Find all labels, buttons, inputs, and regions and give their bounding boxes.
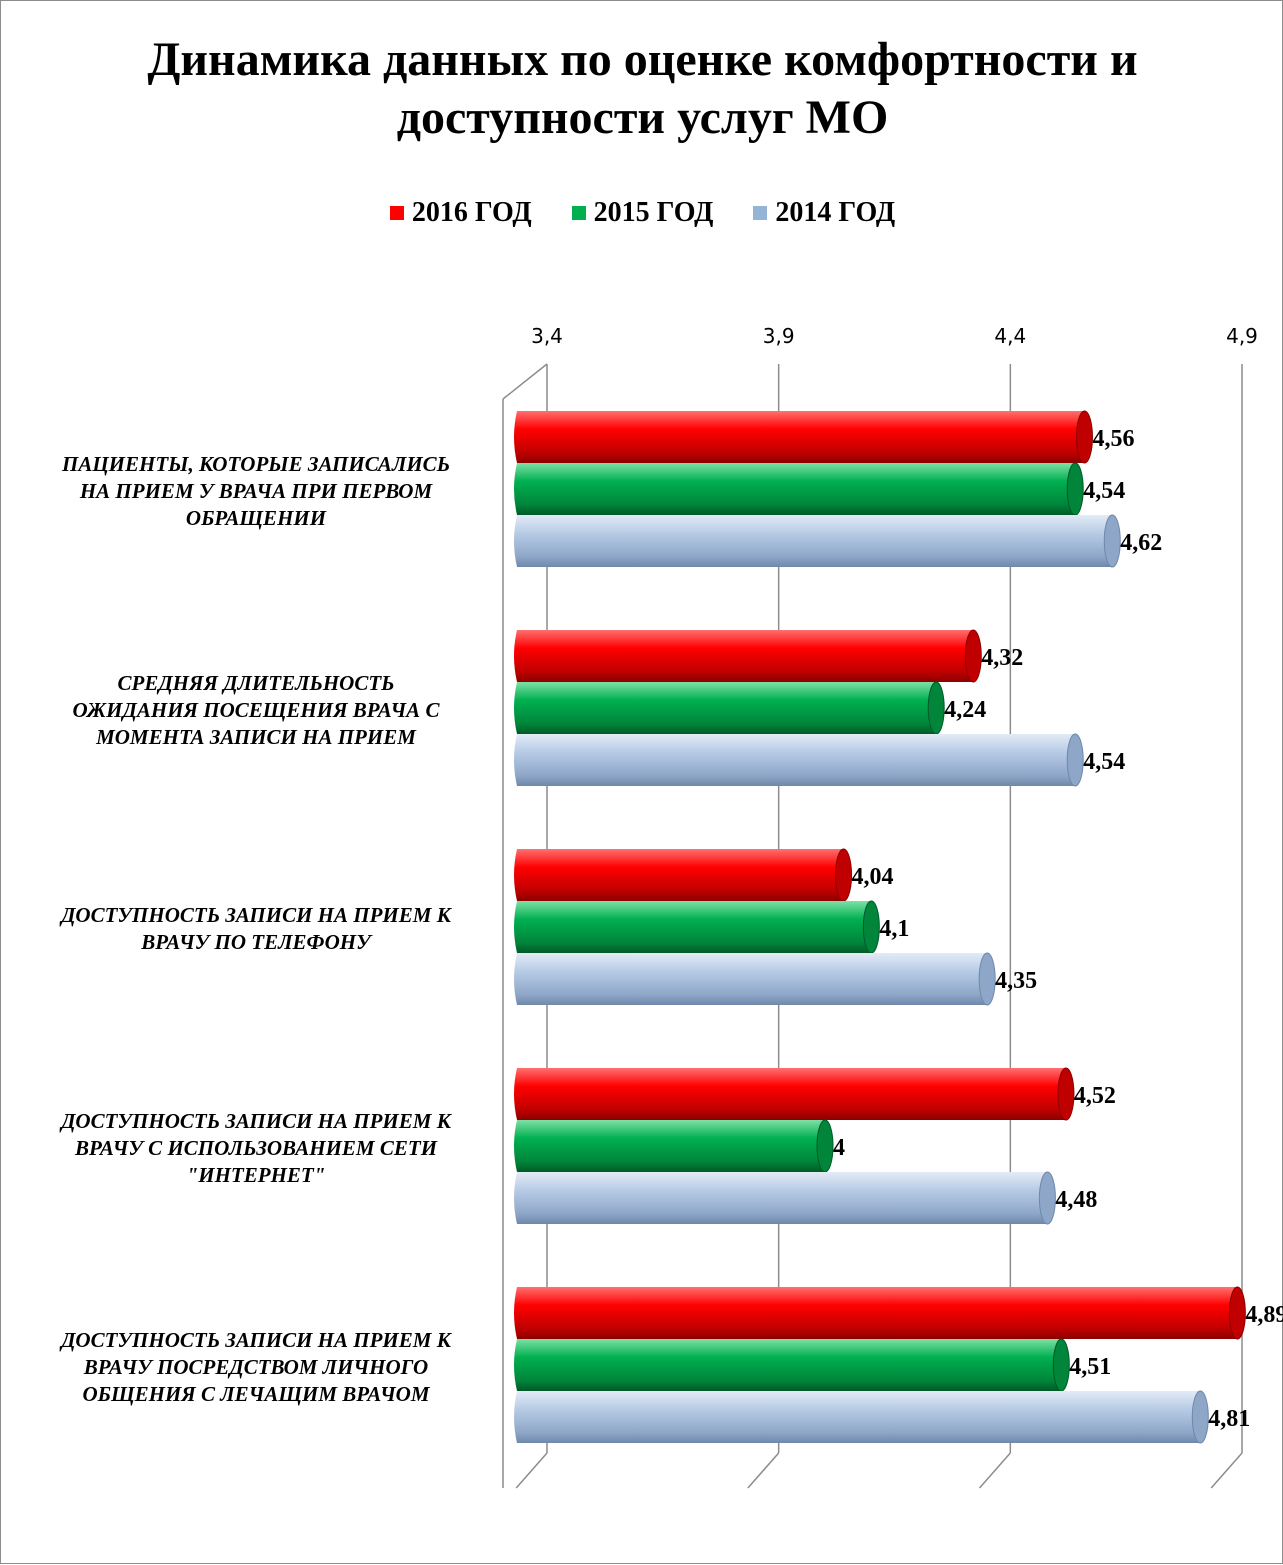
data-label: 4,51: [1069, 1354, 1111, 1380]
bar-cap: [816, 1119, 834, 1173]
legend-swatch-2015: [571, 206, 586, 220]
category-label-line: ДОСТУПНОСТЬ ЗАПИСИ НА ПРИЕМ К: [61, 1327, 451, 1352]
bar-cap: [1066, 462, 1084, 516]
data-label: 4,04: [852, 864, 894, 890]
bar: [514, 734, 1076, 786]
bar-cap: [1066, 733, 1084, 787]
bar-cap: [1075, 410, 1093, 464]
category-label: ДОСТУПНОСТЬ ЗАПИСИ НА ПРИЕМ К ВРАЧУ С ИСП…: [21, 1108, 491, 1189]
legend-label-2015: 2015 ГОД: [593, 197, 714, 228]
bar-cap: [1052, 1338, 1070, 1392]
category-label-line: ДОСТУПНОСТЬ ЗАПИСИ НА ПРИЕМ К: [61, 903, 451, 927]
bar: [514, 630, 974, 682]
data-label: 4,32: [981, 645, 1023, 671]
category-label-line: ВРАЧУ ПОСРЕДСТВОМ ЛИЧНОГО: [83, 1354, 429, 1379]
x-tick-label: 3,4: [531, 324, 563, 348]
data-label: 4,54: [1083, 478, 1125, 504]
category-label-line: ОБЩЕНИЯ С ЛЕЧАЩИМ ВРАЧОМ: [82, 1381, 430, 1406]
gridline-depth-bottom-2: [978, 1452, 1011, 1489]
category-label-line: ВРАЧУ ПО ТЕЛЕФОНУ: [141, 930, 371, 954]
category-label: ДОСТУПНОСТЬ ЗАПИСИ НА ПРИЕМ К ВРАЧУ ПОСРЕ…: [21, 1327, 491, 1408]
category-label-line: СРЕДНЯЯ ДЛИТЕЛЬНОСТЬ: [117, 670, 395, 695]
bar-cap: [835, 848, 853, 902]
legend-item-2014: 2014 ГОД: [753, 197, 895, 229]
bar: [514, 515, 1113, 567]
category-label: СРЕДНЯЯ ДЛИТЕЛЬНОСТЬ ОЖИДАНИЯ ПОСЕЩЕНИЯ В…: [21, 670, 491, 751]
data-label: 4,24: [944, 697, 986, 723]
bar: [514, 1068, 1066, 1120]
bar-cap: [927, 681, 945, 735]
category-label-line: МОМЕНТА ЗАПИСИ НА ПРИЕМ: [96, 724, 416, 749]
bar: [514, 1120, 825, 1172]
legend: 2016 ГОД 2015 ГОД 2014 ГОД: [1, 197, 1283, 229]
bar-cap: [1191, 1390, 1209, 1444]
legend-label-2014: 2014 ГОД: [775, 197, 896, 228]
legend-label-2016: 2016 ГОД: [411, 197, 532, 228]
gridline-depth-bottom-1: [747, 1452, 780, 1489]
bar-cap: [964, 629, 982, 683]
category-label-line: "ИНТЕРНЕТ": [186, 1162, 326, 1187]
x-tick-label: 4,4: [994, 324, 1026, 348]
category-label-line: ПАЦИЕНТЫ, КОТОРЫЕ ЗАПИСАЛИСЬ: [62, 451, 450, 476]
bar-cap: [1228, 1286, 1246, 1340]
category-label: ДОСТУПНОСТЬ ЗАПИСИ НА ПРИЕМ К ВРАЧУ ПО ТЕ…: [21, 902, 491, 956]
category-label: ПАЦИЕНТЫ, КОТОРЫЕ ЗАПИСАЛИСЬ НА ПРИЕМ У В…: [21, 451, 491, 532]
bar-cap: [862, 900, 880, 954]
gridline-depth-bottom-3: [1210, 1452, 1243, 1489]
bar: [514, 1287, 1238, 1339]
bar-cap: [1038, 1171, 1056, 1225]
category-label-line: ОБРАЩЕНИИ: [185, 505, 327, 530]
legend-swatch-2016: [389, 206, 404, 220]
data-label: 4,52: [1074, 1083, 1116, 1109]
data-label: 4,54: [1083, 749, 1125, 775]
bar: [514, 682, 937, 734]
bar: [514, 901, 872, 953]
bar: [514, 1391, 1201, 1443]
x-tick-label: 4,9: [1226, 324, 1258, 348]
legend-swatch-2014: [753, 206, 768, 220]
bar-cap: [978, 952, 996, 1006]
data-label: 4,62: [1120, 530, 1162, 556]
category-label-line: ДОСТУПНОСТЬ ЗАПИСИ НА ПРИЕМ К: [61, 1108, 451, 1133]
data-label: 4,89: [1245, 1302, 1283, 1328]
data-label: 4,56: [1092, 426, 1134, 452]
category-label-line: ОЖИДАНИЯ ПОСЕЩЕНИЯ ВРАЧА С: [72, 697, 440, 722]
gridline-depth-bottom-0: [515, 1452, 548, 1489]
category-label-line: НА ПРИЕМ У ВРАЧА ПРИ ПЕРВОМ: [79, 478, 433, 503]
bar: [514, 1172, 1048, 1224]
chart-title: Динамика данных по оценке комфортности и…: [147, 33, 1138, 144]
bar-cap: [1057, 1067, 1075, 1121]
bar: [514, 849, 844, 901]
data-label: 4,35: [995, 968, 1037, 994]
category-label-line: ВРАЧУ С ИСПОЛЬЗОВАНИЕМ СЕТИ: [74, 1135, 438, 1160]
bar: [514, 953, 988, 1005]
bar: [514, 463, 1076, 515]
bar: [514, 411, 1085, 463]
data-label: 4,1: [879, 916, 909, 942]
data-label: 4: [833, 1135, 845, 1161]
legend-item-2016: 2016 ГОД: [389, 197, 532, 229]
legend-item-2015: 2015 ГОД: [571, 197, 714, 229]
bar-cap: [1103, 514, 1121, 568]
data-label: 4,81: [1208, 1406, 1250, 1432]
gridline-depth-top-0: [502, 363, 548, 400]
bar: [514, 1339, 1062, 1391]
data-label: 4,48: [1055, 1187, 1097, 1213]
x-tick-label: 3,9: [763, 324, 795, 348]
